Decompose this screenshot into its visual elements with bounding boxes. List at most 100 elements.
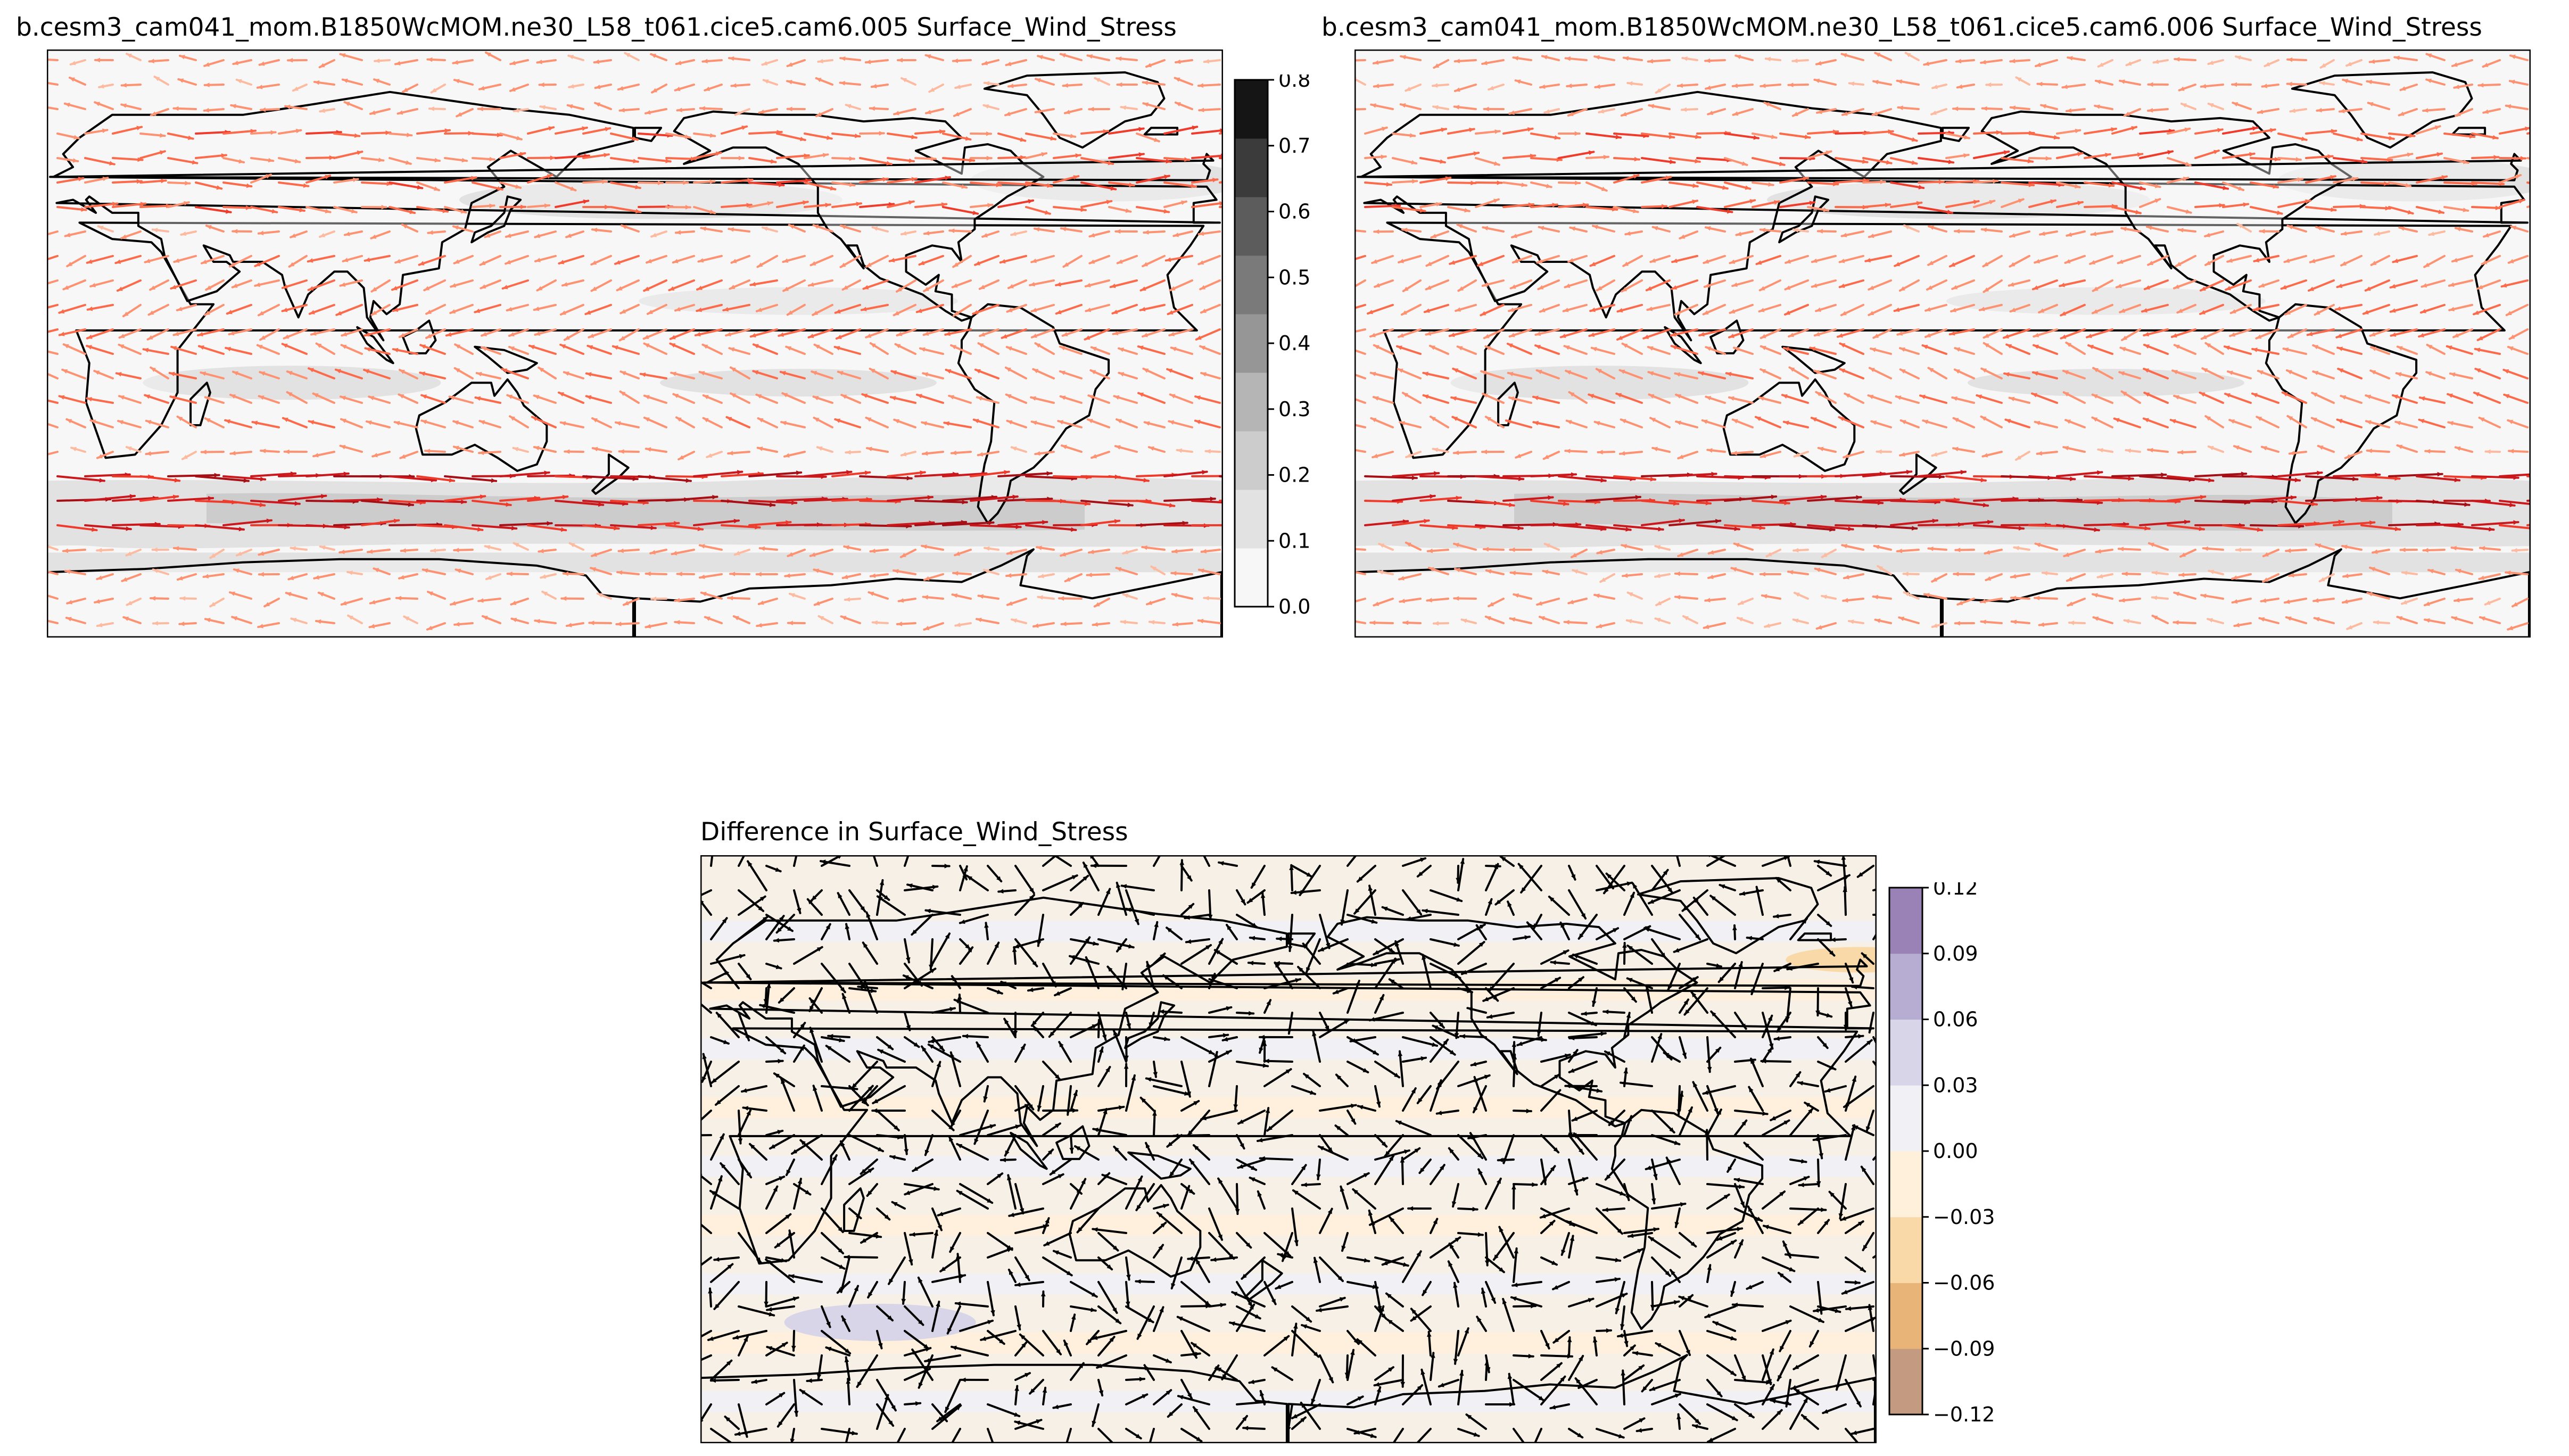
vector-arrow — [1092, 1403, 1100, 1427]
vector-arrow — [721, 500, 776, 507]
vector-arrow — [195, 206, 232, 214]
vector-arrow — [928, 1036, 961, 1044]
vector-arrow — [931, 1229, 939, 1259]
vector-arrow — [1097, 888, 1111, 916]
vector-arrow — [452, 59, 474, 65]
vector-arrow — [1645, 279, 1671, 292]
vector-arrow — [333, 497, 383, 502]
vector-arrow — [922, 372, 944, 379]
vector-arrow — [1898, 279, 1920, 292]
vector-arrow — [2395, 372, 2418, 379]
vector-arrow — [361, 181, 393, 186]
vector-arrow — [393, 420, 418, 428]
vector-arrow — [1585, 495, 1642, 502]
vector-arrow — [1673, 938, 1708, 953]
vector-arrow — [1591, 225, 1615, 233]
vector-arrow — [1724, 494, 1778, 502]
vector-arrow — [2286, 415, 2307, 428]
vector-arrow — [1186, 1110, 1210, 1137]
vector-arrow — [1668, 133, 1701, 139]
vector-arrow — [1303, 1072, 1321, 1087]
vector-arrow — [1683, 987, 1708, 1016]
vector-arrow — [2094, 104, 2113, 110]
vector-arrow — [1752, 500, 1790, 506]
vector-arrow — [1952, 106, 1975, 111]
vector-arrow — [1452, 450, 1477, 456]
vector-arrow — [222, 181, 253, 188]
vector-arrow — [1430, 1012, 1445, 1029]
vector-arrow — [1809, 346, 1837, 355]
vector-arrow — [1179, 859, 1185, 891]
vector-arrow — [312, 392, 335, 404]
vector-arrow — [565, 622, 584, 627]
coastline — [49, 153, 1215, 181]
vector-arrow — [721, 155, 745, 161]
vector-arrow — [2034, 595, 2058, 601]
vector-arrow — [1868, 279, 1892, 291]
vector-arrow — [1551, 1281, 1570, 1290]
vector-arrow — [962, 1033, 989, 1039]
vector-arrow — [1029, 1379, 1044, 1395]
vector-arrow — [1568, 1354, 1584, 1381]
vector-arrow — [1602, 1010, 1625, 1014]
vector-arrow — [1370, 103, 1394, 110]
vector-arrow — [1430, 1218, 1439, 1234]
vector-arrow — [1118, 371, 1138, 379]
vector-arrow — [869, 573, 889, 578]
vector-arrow — [1426, 1330, 1432, 1356]
vector-arrow — [2427, 569, 2446, 575]
vector-arrow — [1256, 1134, 1293, 1143]
vector-arrow — [987, 1403, 1021, 1418]
vector-arrow — [1535, 369, 1560, 379]
vector-arrow — [151, 228, 169, 233]
vector-arrow — [1271, 1366, 1293, 1381]
vector-arrow — [1340, 889, 1349, 926]
vector-arrow — [1779, 201, 1816, 208]
vector-arrow — [865, 328, 889, 338]
vector-arrow — [341, 328, 363, 337]
vector-arrow — [2443, 133, 2476, 139]
stress-band-indian-trades — [1450, 366, 1749, 400]
vector-arrow — [149, 279, 169, 291]
vector-arrow — [1125, 907, 1155, 916]
vector-arrow — [96, 573, 114, 581]
vector-arrow — [928, 84, 944, 93]
vector-arrow — [1208, 1303, 1226, 1308]
vector-arrow — [614, 255, 640, 265]
vector-arrow — [2062, 445, 2086, 453]
vector-arrow — [1217, 1177, 1238, 1210]
vector-arrow — [2201, 367, 2224, 379]
vector-arrow — [786, 79, 806, 86]
vector-arrow — [287, 573, 308, 581]
vector-arrow — [727, 595, 750, 601]
vector-arrow — [66, 598, 86, 605]
vector-arrow — [2257, 369, 2279, 379]
vector-arrow — [837, 370, 861, 379]
vector-arrow — [1931, 622, 1947, 628]
vector-arrow — [1013, 938, 1044, 949]
vector-arrow — [1453, 567, 1477, 575]
vector-arrow — [876, 1330, 883, 1350]
vector-arrow — [766, 1305, 795, 1312]
vector-arrow — [1620, 108, 1643, 117]
vector-arrow — [424, 449, 446, 453]
vector-arrow — [1033, 227, 1055, 233]
vector-arrow — [1813, 328, 1837, 337]
vector-arrow — [258, 395, 280, 404]
vector-arrow — [2013, 545, 2030, 551]
vector-arrow — [1798, 1182, 1819, 1187]
vector-arrow — [64, 569, 86, 575]
vector-arrow — [1319, 1103, 1357, 1112]
vector-arrow — [342, 255, 363, 262]
vector-arrow — [47, 106, 59, 110]
vector-arrow — [505, 230, 529, 238]
vector-arrow — [559, 343, 584, 355]
vector-arrow — [1484, 615, 1505, 624]
vector-arrow — [1513, 1036, 1547, 1042]
vector-arrow — [813, 343, 833, 355]
vector-arrow — [1470, 1061, 1487, 1066]
vector-arrow — [1125, 1393, 1149, 1405]
vector-arrow — [618, 328, 640, 342]
vector-arrow — [1180, 1100, 1200, 1112]
vector-arrow — [2167, 524, 2205, 531]
